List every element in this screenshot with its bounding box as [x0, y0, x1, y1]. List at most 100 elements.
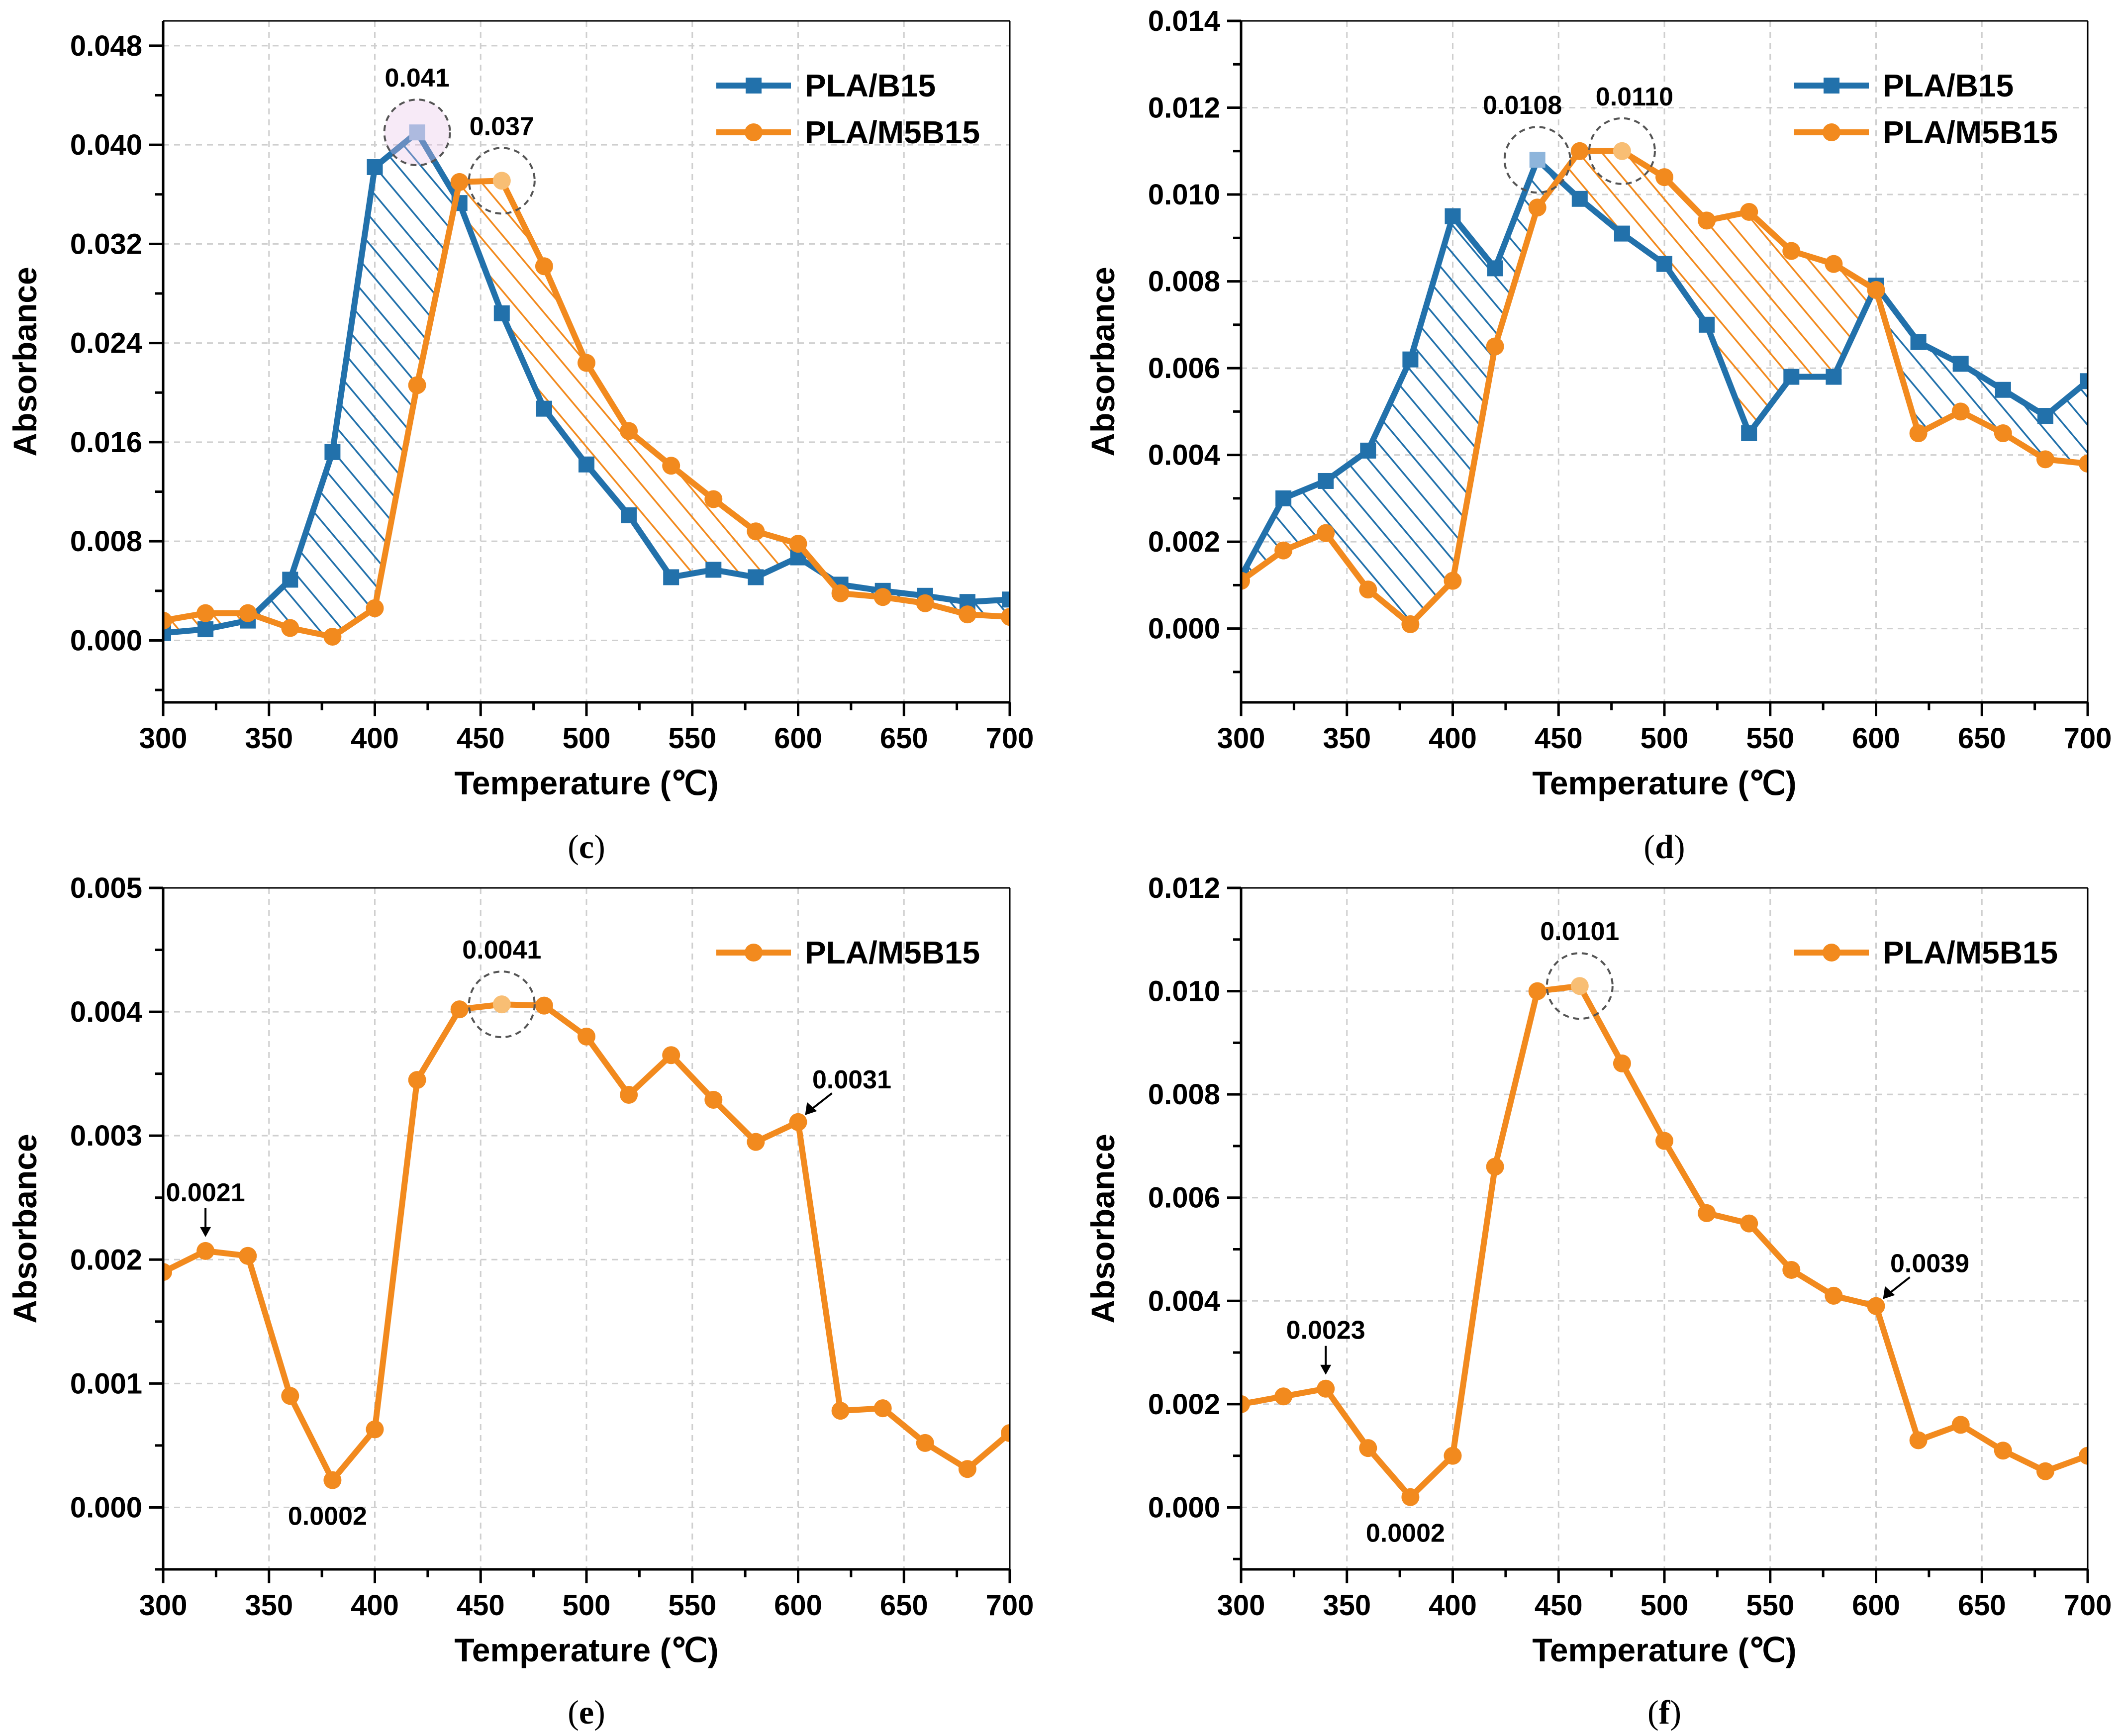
y-tick-label: 0.006 [1148, 352, 1220, 385]
x-tick-label: 400 [351, 722, 399, 755]
annotation-circle [468, 147, 536, 215]
data-point [1528, 198, 1546, 217]
x-tick-label: 550 [1746, 1589, 1794, 1622]
x-tick-label: 450 [457, 722, 505, 755]
data-point [704, 1090, 723, 1109]
panel-caption: (f) [1647, 1693, 1681, 1731]
data-point [1241, 1395, 1250, 1413]
data-point [578, 354, 595, 372]
data-point [705, 562, 722, 578]
data-point [492, 995, 511, 1014]
y-tick-label: 0.008 [1148, 266, 1220, 298]
data-point [535, 257, 553, 276]
y-tick-label: 0.000 [70, 624, 142, 657]
annotation-label: 0.041 [385, 64, 450, 93]
y-axis-title: Absorbance [6, 267, 43, 456]
x-tick-label: 600 [774, 722, 822, 755]
data-point [1782, 242, 1801, 260]
legend-marker [1823, 944, 1840, 962]
x-tick-label: 350 [245, 722, 293, 755]
x-axis-title: Temperature (℃) [1532, 765, 1796, 801]
data-point [2079, 455, 2088, 473]
hatch-fill-area [253, 132, 457, 637]
data-point [1317, 1379, 1335, 1398]
annotation-label: 0.0039 [1890, 1250, 1969, 1278]
x-tick-label: 700 [986, 722, 1034, 755]
annotation-circle [383, 98, 451, 167]
data-point [1613, 1054, 1631, 1072]
data-point [620, 1085, 638, 1104]
data-point [1274, 541, 1293, 560]
x-tick-label: 500 [1641, 1589, 1689, 1622]
y-tick-label: 0.010 [1148, 975, 1220, 1008]
data-point [408, 376, 426, 394]
data-point [197, 621, 214, 638]
data-point [1275, 490, 1292, 506]
data-point [1655, 1132, 1673, 1150]
data-point [1613, 142, 1631, 160]
x-tick-label: 500 [1641, 722, 1689, 755]
data-point [1528, 982, 1546, 1000]
y-tick-label: 0.040 [70, 129, 142, 161]
x-tick-label: 400 [1429, 1589, 1477, 1622]
data-point [1951, 402, 1970, 421]
annotation-arrowhead [1883, 1286, 1895, 1299]
legend-marker [1824, 78, 1839, 94]
data-point [281, 1387, 299, 1405]
annotation-arrowhead [1320, 1364, 1332, 1375]
x-tick-label: 700 [986, 1589, 1034, 1622]
data-point [1002, 591, 1010, 608]
data-point [324, 444, 341, 460]
annotation-label: 0.0002 [288, 1502, 367, 1531]
y-tick-label: 0.048 [70, 30, 142, 62]
y-tick-label: 0.014 [1148, 5, 1220, 37]
data-point [1782, 1261, 1801, 1279]
data-point [493, 305, 510, 321]
y-axis-title: Absorbance [1084, 1134, 1121, 1323]
annotation-label: 0.0041 [462, 936, 541, 964]
annotation-arrowhead [805, 1102, 817, 1115]
chart-panel-f: 300 350 400 450 500 550 600 650 700 0.000 0.002 0.0… [1084, 872, 2112, 1731]
data-point [1570, 977, 1589, 995]
data-point [196, 604, 215, 622]
data-point [1656, 256, 1672, 272]
annotation-label: 0.0108 [1483, 91, 1562, 120]
y-tick-label: 0.004 [70, 996, 142, 1028]
data-point [1486, 337, 1504, 356]
x-axis-title: Temperature (℃) [454, 1632, 718, 1668]
data-point [1001, 1424, 1010, 1442]
data-point [662, 457, 680, 475]
data-point [1910, 334, 1927, 350]
annotation-label: 0.0021 [166, 1178, 245, 1207]
y-tick-label: 0.008 [70, 525, 142, 558]
data-point [281, 619, 299, 637]
data-point [663, 569, 679, 585]
x-tick-label: 650 [1958, 1589, 2006, 1622]
legend-marker [1823, 123, 1840, 141]
y-tick-label: 0.000 [1148, 613, 1220, 645]
data-point [873, 1399, 892, 1418]
data-point [704, 490, 723, 508]
data-point [1698, 211, 1716, 230]
x-tick-label: 450 [1535, 1589, 1583, 1622]
x-tick-label: 450 [457, 1589, 505, 1622]
data-point [1001, 608, 1010, 626]
data-point [239, 604, 257, 622]
data-point [621, 507, 637, 523]
data-point [1317, 524, 1335, 542]
data-point [367, 159, 383, 175]
x-tick-label: 550 [668, 722, 716, 755]
data-point [1740, 1214, 1758, 1233]
panel-caption: (c) [568, 828, 605, 866]
data-point [366, 1420, 384, 1439]
data-point [1994, 1442, 2012, 1460]
data-point [163, 1263, 172, 1281]
legend-label: PLA/B15 [805, 68, 936, 103]
x-tick-label: 550 [668, 1589, 716, 1622]
x-tick-label: 450 [1535, 722, 1583, 755]
y-tick-label: 0.000 [70, 1491, 142, 1524]
data-point [2037, 408, 2053, 424]
data-point [579, 456, 594, 473]
x-tick-label: 500 [563, 722, 611, 755]
data-point [1699, 316, 1715, 333]
